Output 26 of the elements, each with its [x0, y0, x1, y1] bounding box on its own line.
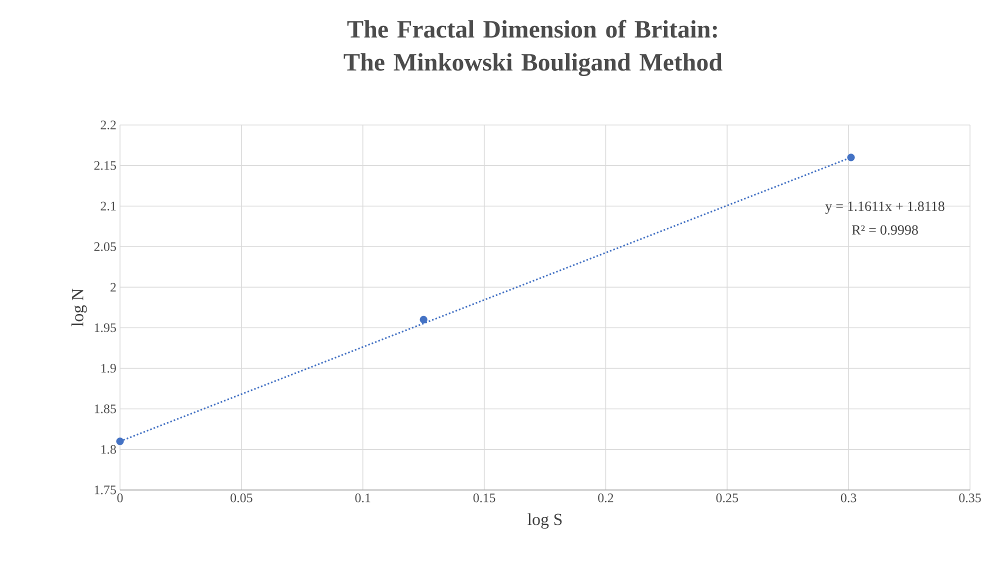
- annotation: R² = 0.9998: [852, 225, 918, 235]
- point: [420, 316, 428, 324]
- y-tick-label: 2.1: [100, 202, 116, 211]
- x-tick-label: 0.2: [598, 494, 614, 502]
- x-tick-label: 0.15: [473, 494, 496, 502]
- y-tick-label: 1.9: [101, 364, 116, 373]
- x-tick-label: 0.1: [355, 494, 370, 502]
- y-tick-label: 1.85: [94, 404, 116, 414]
- x-axis-title: log S: [528, 513, 562, 529]
- y-tick-label: 1.75: [94, 486, 116, 494]
- y-tick-label: 1.8: [101, 445, 116, 454]
- y-tick-label: 1.95: [94, 323, 116, 332]
- point: [116, 438, 124, 446]
- y-tick-label: 2: [110, 282, 116, 292]
- x-tick-label: 0.25: [716, 494, 738, 502]
- y-tick-label: 2.05: [94, 242, 116, 252]
- y-tick-label: 2.15: [94, 161, 116, 170]
- point: [847, 154, 855, 162]
- y-tick-label: 2.2: [100, 120, 116, 130]
- y-axis-title: log N: [71, 288, 87, 326]
- x-tick-label: 0.05: [230, 494, 252, 502]
- chart-title: The Fractal Dimension of Britain: The Minkowski Bouligand Method: [344, 20, 722, 76]
- annotation: y = 1.1611x + 1.8118: [825, 202, 944, 214]
- x-tick-label: 0.3: [840, 494, 856, 502]
- x-tick-label: 0: [117, 494, 123, 502]
- x-tick-label: 0.35: [959, 494, 981, 502]
